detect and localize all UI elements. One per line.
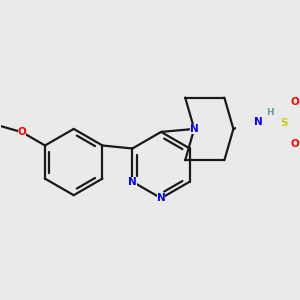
Text: O: O [290,97,299,107]
Text: S: S [280,118,288,128]
Text: N: N [128,177,137,187]
Text: N: N [190,124,199,134]
Text: O: O [18,127,26,137]
Text: N: N [254,117,263,127]
Text: O: O [290,139,299,149]
Text: H: H [266,108,273,117]
Text: N: N [157,193,166,203]
